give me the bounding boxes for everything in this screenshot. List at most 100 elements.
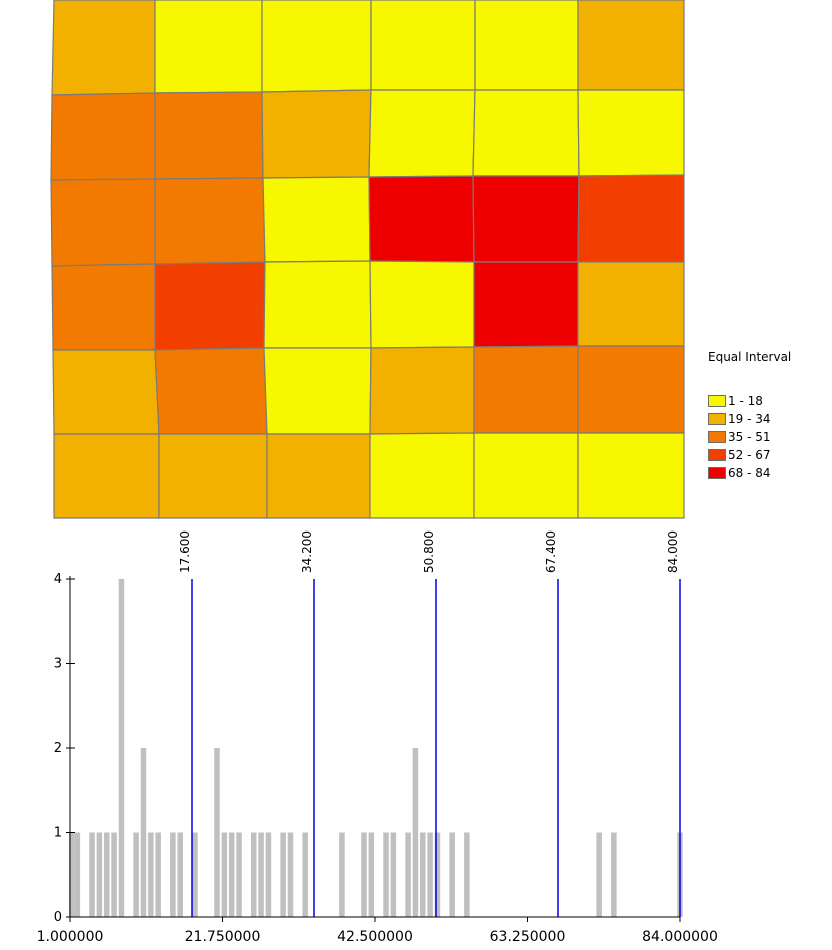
- map-cell-r4-c6: [577, 261, 685, 347]
- histogram-bar: [192, 832, 198, 917]
- legend-row-3: 35 - 51: [708, 428, 791, 446]
- histogram-bar: [140, 748, 147, 917]
- map-cell-r4-c3: [263, 260, 372, 349]
- histogram-bar: [228, 832, 235, 917]
- legend-label-5: 68 - 84: [728, 466, 771, 480]
- legend-swatch-4: [708, 449, 726, 461]
- histogram-bar: [339, 832, 345, 917]
- map-cell-r3-c6: [577, 174, 685, 263]
- break-label-1: 17.600000: [178, 530, 192, 573]
- histogram-bar: [96, 832, 103, 917]
- map-cell-r2-c5: [472, 89, 580, 177]
- x-tick-label: 84.000000: [642, 929, 718, 945]
- histogram-bar: [596, 832, 602, 917]
- histogram-bar: [427, 832, 433, 917]
- histogram-bar: [155, 832, 161, 917]
- histogram-bar: [103, 832, 110, 917]
- map-cell-r2-c3: [261, 89, 372, 179]
- histogram-bar: [69, 832, 75, 917]
- map-cell-r2-c4: [368, 89, 476, 178]
- map-cell-r6-c5: [473, 432, 579, 519]
- x-tick-label: 1.000000: [37, 929, 104, 945]
- break-label-2: 34.200000: [300, 530, 314, 573]
- legend-row-5: 68 - 84: [708, 464, 791, 482]
- map-cell-r5-c5: [473, 345, 579, 434]
- break-label-5: 84.000000: [666, 530, 680, 573]
- histogram-bar: [236, 832, 242, 917]
- map-cell-r6-c4: [369, 432, 475, 519]
- legend-title: Equal Interval: [708, 350, 792, 364]
- map-cell-r5-c3: [263, 347, 372, 435]
- legend-label-4: 52 - 67: [728, 448, 771, 462]
- legend-swatch-5: [708, 467, 726, 479]
- map-cell-r5-c4: [369, 346, 475, 435]
- map-cell-r3-c1: [50, 178, 156, 267]
- histogram-bar: [258, 832, 264, 917]
- histogram-bar: [383, 832, 389, 917]
- legend-swatch-1: [708, 395, 726, 407]
- map-cell-r2-c1: [50, 92, 156, 181]
- map-cell-r2-c2: [154, 91, 264, 180]
- histogram-bar: [390, 832, 397, 917]
- histogram-bar: [221, 832, 228, 917]
- map-cell-r5-c6: [577, 345, 685, 434]
- map-cell-r1-c1: [51, 0, 156, 96]
- map-cell-r1-c4: [370, 0, 476, 91]
- histogram-bar: [287, 832, 294, 917]
- legend-row-1: 1 - 18: [708, 392, 791, 410]
- histogram-bar: [89, 832, 95, 917]
- histogram-bar: [265, 832, 272, 917]
- map-cell-r1-c5: [474, 0, 579, 91]
- histogram-bar: [280, 832, 286, 917]
- map-cell-r5-c1: [52, 349, 160, 435]
- legend-swatch-2: [708, 413, 726, 425]
- legend-label-1: 1 - 18: [728, 394, 763, 408]
- map-cell-r4-c4: [369, 260, 475, 349]
- map-cell-r4-c5: [473, 261, 579, 348]
- legend-row-4: 52 - 67: [708, 446, 791, 464]
- y-tick-label: 1: [54, 826, 62, 841]
- histogram-bar: [368, 832, 375, 917]
- histogram-bar: [133, 832, 139, 917]
- histogram-bar: [170, 832, 176, 917]
- legend-swatch-3: [708, 431, 726, 443]
- histogram-bar: [611, 832, 617, 917]
- map-cell-r1-c3: [261, 0, 372, 93]
- x-tick-label: 42.500000: [337, 929, 413, 945]
- y-tick-label: 2: [54, 741, 62, 756]
- legend-label-3: 35 - 51: [728, 430, 771, 444]
- break-label-3: 50.800000: [422, 530, 436, 573]
- legend-row-2: 19 - 34: [708, 410, 791, 428]
- map-cell-r1-c2: [154, 0, 263, 94]
- histogram-bar: [361, 832, 367, 917]
- histogram-bar: [420, 832, 426, 917]
- histogram-bar: [250, 832, 257, 917]
- histogram-bar: [118, 579, 125, 917]
- histogram-bar: [464, 832, 470, 917]
- legend-label-2: 19 - 34: [728, 412, 771, 426]
- histogram-bar: [434, 832, 441, 917]
- map-cell-r4-c2: [154, 261, 266, 351]
- y-tick-label: 0: [54, 910, 62, 925]
- break-label-4: 67.400000: [544, 530, 558, 573]
- histogram-bar: [111, 832, 117, 917]
- map-cell-r3-c2: [154, 177, 266, 265]
- histogram-chart: 17.600000 34.200000 50.800000 67.400000 84.0…: [37, 530, 718, 945]
- y-tick-label: 3: [54, 657, 62, 672]
- map-cell-r4-c1: [51, 263, 156, 351]
- map-cell-r6-c6: [577, 432, 685, 519]
- histogram-bar: [449, 832, 455, 917]
- x-tick-label: 63.250000: [490, 929, 566, 945]
- map-cell-r3-c4: [368, 175, 475, 263]
- histogram-bar: [214, 748, 220, 917]
- histogram-bar: [177, 832, 183, 917]
- histogram-bar: [148, 832, 154, 917]
- histogram-bar: [302, 832, 308, 917]
- histogram-bar: [412, 748, 419, 917]
- map-cell-r6-c1: [53, 433, 160, 519]
- choropleth-map: [50, 0, 685, 519]
- map-cell-r3-c3: [262, 176, 371, 263]
- map-cell-r5-c2: [154, 347, 268, 435]
- y-tick-label: 4: [54, 572, 62, 587]
- map-cell-r1-c6: [577, 0, 685, 91]
